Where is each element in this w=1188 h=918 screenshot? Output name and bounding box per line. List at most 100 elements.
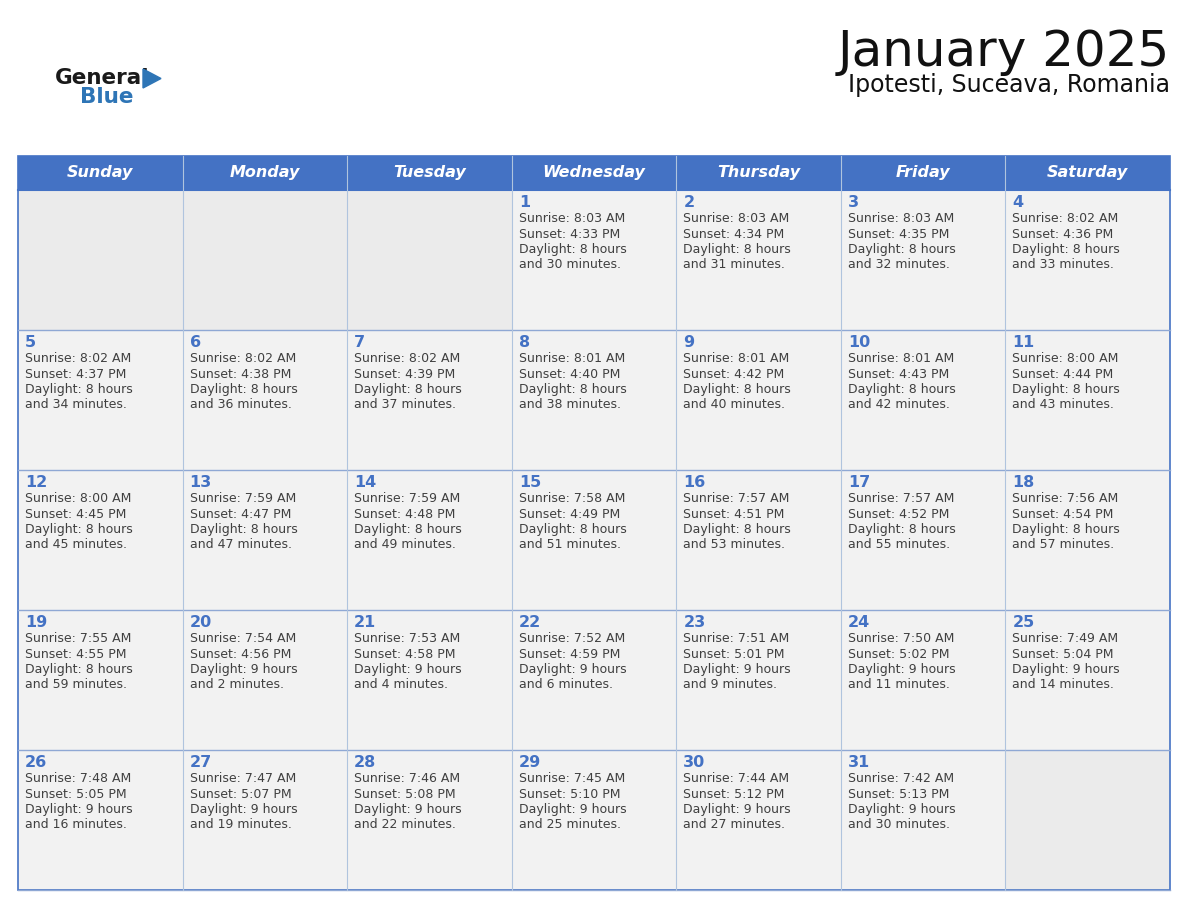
Text: and 31 minutes.: and 31 minutes.: [683, 259, 785, 272]
Text: Sunrise: 7:57 AM: Sunrise: 7:57 AM: [683, 492, 790, 505]
Text: Sunset: 5:08 PM: Sunset: 5:08 PM: [354, 788, 456, 800]
Bar: [512, 330, 676, 470]
Text: Sunset: 4:49 PM: Sunset: 4:49 PM: [519, 508, 620, 521]
Bar: [183, 470, 347, 610]
Polygon shape: [143, 69, 162, 88]
Text: Sunset: 4:48 PM: Sunset: 4:48 PM: [354, 508, 455, 521]
Text: Daylight: 8 hours: Daylight: 8 hours: [519, 383, 626, 396]
Bar: [18, 190, 183, 330]
Text: 25: 25: [1012, 615, 1035, 630]
Bar: [841, 330, 1005, 470]
Text: and 53 minutes.: and 53 minutes.: [683, 539, 785, 552]
Text: Sunrise: 7:46 AM: Sunrise: 7:46 AM: [354, 772, 460, 785]
Bar: [18, 330, 183, 470]
Text: Daylight: 9 hours: Daylight: 9 hours: [354, 803, 462, 816]
Text: and 36 minutes.: and 36 minutes.: [190, 398, 291, 411]
Text: Sunrise: 8:02 AM: Sunrise: 8:02 AM: [25, 352, 131, 365]
Bar: [512, 610, 676, 750]
Text: and 38 minutes.: and 38 minutes.: [519, 398, 620, 411]
Text: and 4 minutes.: and 4 minutes.: [354, 678, 448, 691]
Text: Sunset: 4:37 PM: Sunset: 4:37 PM: [25, 367, 126, 380]
Text: Sunrise: 7:47 AM: Sunrise: 7:47 AM: [190, 772, 296, 785]
Text: Friday: Friday: [896, 165, 950, 181]
Text: Sunrise: 8:03 AM: Sunrise: 8:03 AM: [683, 212, 790, 225]
Text: Sunset: 4:43 PM: Sunset: 4:43 PM: [848, 367, 949, 380]
Text: Sunrise: 8:02 AM: Sunrise: 8:02 AM: [354, 352, 461, 365]
Text: Sunrise: 7:48 AM: Sunrise: 7:48 AM: [25, 772, 131, 785]
Text: and 49 minutes.: and 49 minutes.: [354, 539, 456, 552]
Text: Thursday: Thursday: [718, 165, 801, 181]
Text: and 55 minutes.: and 55 minutes.: [848, 539, 950, 552]
Bar: [183, 330, 347, 470]
Text: and 45 minutes.: and 45 minutes.: [25, 539, 127, 552]
Text: Sunrise: 8:02 AM: Sunrise: 8:02 AM: [190, 352, 296, 365]
Text: Daylight: 9 hours: Daylight: 9 hours: [683, 803, 791, 816]
Text: Saturday: Saturday: [1047, 165, 1129, 181]
Text: and 9 minutes.: and 9 minutes.: [683, 678, 777, 691]
Bar: [183, 190, 347, 330]
Text: Daylight: 9 hours: Daylight: 9 hours: [25, 803, 133, 816]
Text: Sunset: 4:34 PM: Sunset: 4:34 PM: [683, 228, 784, 241]
Bar: [183, 750, 347, 890]
Text: and 19 minutes.: and 19 minutes.: [190, 819, 291, 832]
Text: and 37 minutes.: and 37 minutes.: [354, 398, 456, 411]
Text: Sunrise: 7:59 AM: Sunrise: 7:59 AM: [190, 492, 296, 505]
Text: and 47 minutes.: and 47 minutes.: [190, 539, 291, 552]
Text: Sunrise: 8:02 AM: Sunrise: 8:02 AM: [1012, 212, 1119, 225]
Text: and 43 minutes.: and 43 minutes.: [1012, 398, 1114, 411]
Text: and 16 minutes.: and 16 minutes.: [25, 819, 127, 832]
Text: Daylight: 8 hours: Daylight: 8 hours: [25, 523, 133, 536]
Bar: [512, 190, 676, 330]
Text: Sunset: 4:58 PM: Sunset: 4:58 PM: [354, 647, 456, 660]
Text: Daylight: 9 hours: Daylight: 9 hours: [683, 663, 791, 676]
Text: and 32 minutes.: and 32 minutes.: [848, 259, 949, 272]
Text: Sunrise: 8:01 AM: Sunrise: 8:01 AM: [519, 352, 625, 365]
Text: Sunset: 4:40 PM: Sunset: 4:40 PM: [519, 367, 620, 380]
Text: 31: 31: [848, 755, 870, 770]
Text: and 42 minutes.: and 42 minutes.: [848, 398, 949, 411]
Text: Daylight: 8 hours: Daylight: 8 hours: [1012, 383, 1120, 396]
Text: Sunset: 4:44 PM: Sunset: 4:44 PM: [1012, 367, 1113, 380]
Text: Sunrise: 7:51 AM: Sunrise: 7:51 AM: [683, 632, 790, 645]
Text: 29: 29: [519, 755, 541, 770]
Text: 18: 18: [1012, 475, 1035, 490]
Text: Daylight: 8 hours: Daylight: 8 hours: [354, 523, 462, 536]
Text: Daylight: 9 hours: Daylight: 9 hours: [190, 663, 297, 676]
Text: Sunset: 5:04 PM: Sunset: 5:04 PM: [1012, 647, 1114, 660]
Text: and 33 minutes.: and 33 minutes.: [1012, 259, 1114, 272]
Text: Sunset: 4:51 PM: Sunset: 4:51 PM: [683, 508, 784, 521]
Bar: [841, 190, 1005, 330]
Text: Daylight: 8 hours: Daylight: 8 hours: [848, 383, 955, 396]
Text: Sunset: 4:47 PM: Sunset: 4:47 PM: [190, 508, 291, 521]
Bar: [183, 610, 347, 750]
Text: and 11 minutes.: and 11 minutes.: [848, 678, 949, 691]
Bar: [676, 750, 841, 890]
Text: 10: 10: [848, 335, 870, 350]
Text: 9: 9: [683, 335, 695, 350]
Text: Daylight: 8 hours: Daylight: 8 hours: [190, 383, 297, 396]
Text: 14: 14: [354, 475, 377, 490]
Text: 21: 21: [354, 615, 377, 630]
Text: Daylight: 8 hours: Daylight: 8 hours: [683, 243, 791, 256]
Text: Sunrise: 7:55 AM: Sunrise: 7:55 AM: [25, 632, 132, 645]
Text: and 51 minutes.: and 51 minutes.: [519, 539, 620, 552]
Bar: [347, 190, 512, 330]
Text: 6: 6: [190, 335, 201, 350]
Text: Daylight: 9 hours: Daylight: 9 hours: [1012, 663, 1120, 676]
Text: Sunrise: 7:56 AM: Sunrise: 7:56 AM: [1012, 492, 1119, 505]
Text: 22: 22: [519, 615, 541, 630]
Text: Daylight: 9 hours: Daylight: 9 hours: [848, 803, 955, 816]
Text: and 25 minutes.: and 25 minutes.: [519, 819, 620, 832]
Text: Sunrise: 7:49 AM: Sunrise: 7:49 AM: [1012, 632, 1119, 645]
Bar: [18, 610, 183, 750]
Text: Sunset: 5:02 PM: Sunset: 5:02 PM: [848, 647, 949, 660]
Text: 30: 30: [683, 755, 706, 770]
Text: 7: 7: [354, 335, 365, 350]
Text: Daylight: 8 hours: Daylight: 8 hours: [25, 383, 133, 396]
Text: 2: 2: [683, 195, 695, 210]
Text: 1: 1: [519, 195, 530, 210]
Bar: [18, 470, 183, 610]
Text: 27: 27: [190, 755, 211, 770]
Bar: [512, 470, 676, 610]
Text: Sunset: 4:33 PM: Sunset: 4:33 PM: [519, 228, 620, 241]
